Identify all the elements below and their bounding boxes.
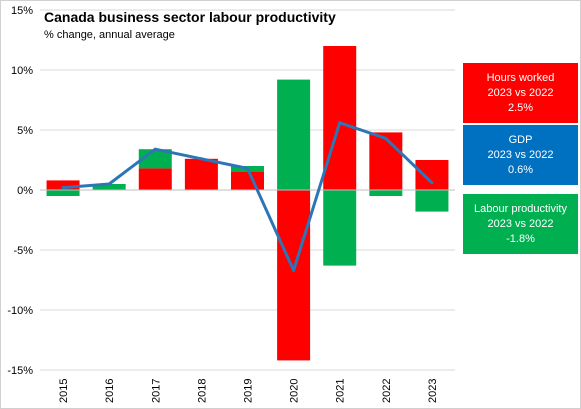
hours-worked-callout-value: 2.5% [507, 101, 534, 114]
gdp-callout: GDP 2023 vs 2022 0.6% [463, 125, 578, 185]
hours-worked-bar [138, 168, 172, 190]
x-tick-label: 2020 [289, 379, 301, 403]
x-tick-label: 2016 [104, 379, 116, 403]
gdp-point [430, 181, 434, 185]
gdp-point [338, 121, 342, 125]
y-tick-label: 5% [17, 125, 33, 137]
x-tick-label: 2022 [381, 379, 393, 403]
hours-worked-bar [231, 172, 264, 190]
hours-worked-bar [369, 132, 403, 190]
x-tick-label: 2021 [335, 379, 347, 403]
x-tick-label: 2019 [243, 379, 255, 403]
hours-worked-callout-period: 2023 vs 2022 [487, 86, 554, 99]
gdp-point [384, 136, 388, 140]
gdp-point [292, 268, 296, 272]
gdp-point [107, 182, 111, 186]
labour-productivity-callout-title: Labour productivity [474, 202, 567, 215]
y-tick-label: 15% [11, 5, 33, 17]
hours-worked-bar [277, 190, 311, 361]
labour-productivity-bar [369, 190, 403, 196]
hours-worked-callout-title: Hours worked [486, 71, 555, 84]
labour-productivity-bar [323, 190, 357, 266]
y-tick-label: -15% [7, 365, 33, 377]
labour-productivity-bar [415, 190, 449, 212]
y-tick-label: 0% [17, 185, 33, 197]
gdp-point [61, 186, 65, 190]
hours-worked-bar [415, 160, 449, 190]
x-tick-label: 2023 [427, 379, 439, 403]
chart-title: Canada business sector labour productivi… [44, 9, 336, 25]
gdp-point [246, 166, 249, 170]
hours-worked-bar [184, 158, 218, 190]
hours-worked-bar [46, 180, 80, 190]
hours-worked-callout: Hours worked 2023 vs 2022 2.5% [463, 63, 578, 123]
labour-productivity-bar [277, 79, 311, 190]
gdp-point [153, 147, 157, 151]
y-tick-label: -5% [13, 245, 33, 257]
gdp-callout-value: 0.6% [507, 163, 534, 176]
x-tick-label: 2015 [58, 379, 70, 403]
hours-worked-bar [323, 46, 357, 190]
y-tick-label: -10% [7, 305, 33, 317]
labour-productivity-callout: Labour productivity 2023 vs 2022 -1.8% [463, 194, 578, 254]
labour-productivity-callout-value: -1.8% [506, 232, 535, 245]
gdp-point [199, 157, 203, 161]
labour-productivity-bar [46, 190, 80, 196]
labour-productivity-bar [92, 184, 126, 190]
x-tick-label: 2018 [196, 379, 208, 403]
gdp-callout-period: 2023 vs 2022 [487, 148, 554, 161]
y-tick-label: 10% [11, 65, 33, 77]
x-tick-label: 2017 [150, 379, 162, 403]
gdp-callout-title: GDP [508, 133, 533, 146]
labour-productivity-callout-period: 2023 vs 2022 [487, 217, 554, 230]
chart-subtitle: % change, annual average [44, 29, 175, 41]
